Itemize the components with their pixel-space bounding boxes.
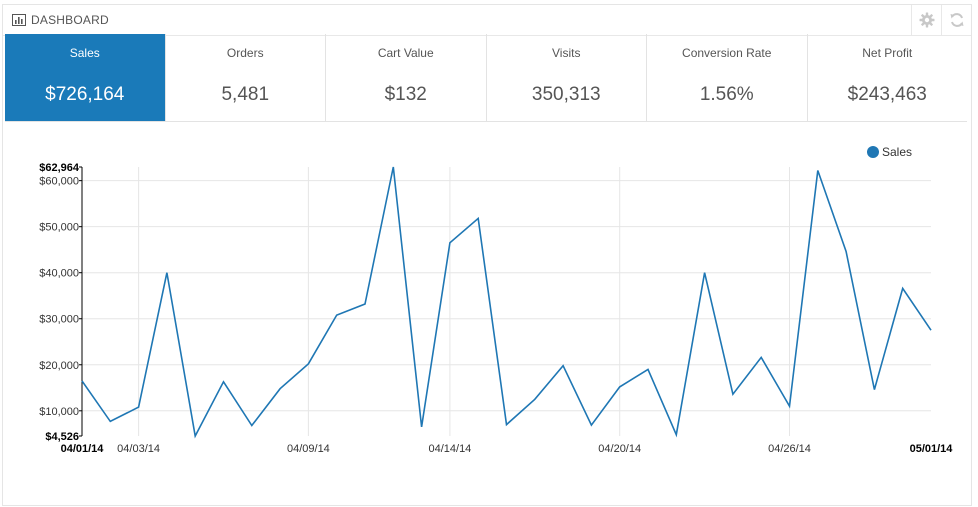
stat-cart-value[interactable]: Cart Value $132 bbox=[326, 34, 487, 121]
stat-conversion-rate[interactable]: Conversion Rate 1.56% bbox=[647, 34, 808, 121]
legend-label: Sales bbox=[882, 145, 912, 159]
chart-axes bbox=[79, 166, 83, 437]
x-axis-labels: 04/01/14 04/03/14 04/09/14 04/14/14 04/20/14… bbox=[61, 443, 954, 455]
stat-visits[interactable]: Visits 350,313 bbox=[487, 34, 647, 121]
data-point[interactable] bbox=[447, 240, 453, 246]
stat-sales[interactable]: Sales $726,164 bbox=[5, 34, 166, 121]
data-point[interactable] bbox=[928, 327, 934, 333]
y-tick-label: $62,964 bbox=[39, 162, 80, 174]
header-tools bbox=[911, 5, 971, 35]
data-point[interactable] bbox=[249, 423, 255, 429]
stat-value: $132 bbox=[384, 84, 427, 105]
chart-legend[interactable]: Sales bbox=[867, 145, 912, 159]
panel-header: DASHBOARD bbox=[3, 5, 971, 36]
stat-label: Visits bbox=[552, 46, 581, 60]
stat-net-profit[interactable]: Net Profit $243,463 bbox=[808, 34, 968, 121]
y-tick-label: $40,000 bbox=[39, 268, 79, 280]
stat-label: Sales bbox=[69, 46, 100, 60]
y-tick-label: $4,526 bbox=[45, 431, 79, 443]
x-tick-label: 04/03/14 bbox=[117, 443, 160, 455]
x-tick-label: 05/01/14 bbox=[910, 443, 954, 455]
refresh-icon bbox=[950, 13, 963, 27]
data-point[interactable] bbox=[843, 249, 849, 255]
data-point[interactable] bbox=[334, 312, 340, 318]
x-tick-label: 04/14/14 bbox=[428, 443, 471, 455]
y-tick-label: $60,000 bbox=[39, 176, 79, 188]
stat-value: 1.56% bbox=[699, 84, 754, 105]
data-point[interactable] bbox=[362, 301, 368, 307]
y-axis-labels: $62,964 $60,000 $50,000 $40,000 $30,000 $20,0… bbox=[39, 162, 80, 443]
data-point[interactable] bbox=[221, 379, 227, 385]
data-point[interactable] bbox=[475, 215, 481, 221]
data-point[interactable] bbox=[79, 378, 85, 384]
gear-icon bbox=[919, 12, 934, 28]
bar-chart-icon bbox=[12, 14, 26, 26]
data-point[interactable] bbox=[730, 391, 736, 397]
y-tick-label: $10,000 bbox=[39, 406, 79, 418]
stat-label: Net Profit bbox=[862, 46, 913, 60]
data-point[interactable] bbox=[645, 366, 651, 372]
data-point[interactable] bbox=[758, 354, 764, 360]
data-point[interactable] bbox=[673, 432, 679, 438]
data-point[interactable] bbox=[419, 424, 425, 430]
data-point[interactable] bbox=[136, 404, 142, 410]
y-tick-label: $50,000 bbox=[39, 222, 79, 234]
data-point[interactable] bbox=[164, 270, 170, 276]
y-tick-label: $30,000 bbox=[39, 314, 79, 326]
panel-title: DASHBOARD bbox=[31, 13, 109, 27]
x-tick-label: 04/09/14 bbox=[287, 443, 330, 455]
chart-grid bbox=[82, 167, 931, 436]
data-point[interactable] bbox=[277, 386, 283, 392]
stat-value: $243,463 bbox=[847, 84, 927, 105]
data-point[interactable] bbox=[815, 168, 821, 174]
y-tick-label: $20,000 bbox=[39, 360, 79, 372]
stat-label: Orders bbox=[226, 46, 264, 60]
x-tick-label: 04/01/14 bbox=[61, 443, 105, 455]
data-point[interactable] bbox=[588, 422, 594, 428]
data-point[interactable] bbox=[787, 403, 793, 409]
data-point[interactable] bbox=[504, 422, 510, 428]
data-point[interactable] bbox=[617, 384, 623, 390]
series-line-sales bbox=[81, 166, 932, 439]
data-point[interactable] bbox=[390, 164, 396, 170]
legend-marker[interactable] bbox=[867, 146, 879, 158]
data-point[interactable] bbox=[900, 285, 906, 291]
stat-label: Conversion Rate bbox=[682, 46, 772, 60]
data-point[interactable] bbox=[305, 361, 311, 367]
stat-value: 5,481 bbox=[221, 84, 270, 105]
stat-orders[interactable]: Orders 5,481 bbox=[166, 34, 326, 121]
stat-value: $726,164 bbox=[45, 84, 125, 105]
settings-button[interactable] bbox=[911, 5, 941, 35]
series-points bbox=[79, 164, 934, 439]
stat-value: 350,313 bbox=[531, 84, 601, 105]
data-point[interactable] bbox=[107, 418, 113, 424]
x-tick-label: 04/20/14 bbox=[598, 443, 641, 455]
data-point[interactable] bbox=[871, 387, 877, 393]
stat-label: Cart Value bbox=[377, 46, 434, 60]
data-point[interactable] bbox=[532, 396, 538, 402]
x-tick-label: 04/26/14 bbox=[768, 443, 811, 455]
data-point[interactable] bbox=[702, 270, 708, 276]
data-point[interactable] bbox=[560, 363, 566, 369]
stats-row: Sales $726,164 Orders 5,481 Cart Value $… bbox=[5, 34, 967, 122]
refresh-button[interactable] bbox=[941, 5, 971, 35]
data-point[interactable] bbox=[192, 433, 198, 439]
